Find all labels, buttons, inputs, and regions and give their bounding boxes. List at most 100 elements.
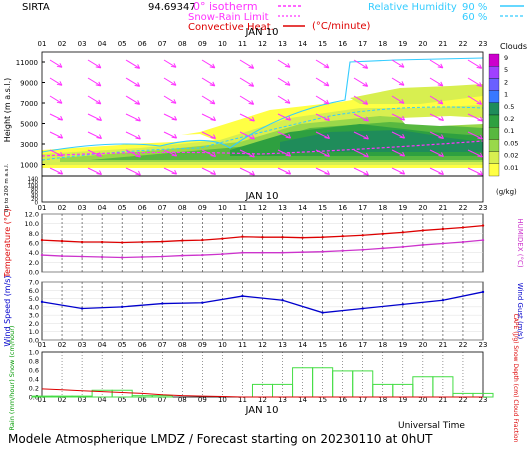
y-tick-label: 12.0 bbox=[25, 211, 39, 219]
wind-arrow bbox=[315, 59, 330, 69]
wind-arrow bbox=[125, 167, 141, 176]
hour-label: 17 bbox=[358, 204, 367, 212]
wind-arrow-head bbox=[398, 99, 405, 104]
wind-arrow bbox=[467, 95, 482, 105]
wind-arrow bbox=[163, 59, 177, 68]
wind-arrow bbox=[201, 95, 216, 105]
series-point bbox=[80, 240, 84, 244]
precip-bar bbox=[31, 395, 53, 398]
hour-label: 09 bbox=[198, 40, 207, 48]
wind-arrow-head bbox=[135, 170, 141, 176]
lowlevel-tick-label: 40 bbox=[31, 194, 38, 200]
series-point bbox=[401, 303, 405, 306]
wind-arrow bbox=[315, 131, 330, 139]
series-point bbox=[341, 235, 344, 238]
wind-arrow-head bbox=[170, 81, 177, 86]
wind-arrow-head bbox=[171, 169, 178, 175]
wind-arrow-head bbox=[56, 81, 63, 86]
cloud-blob-core bbox=[280, 130, 483, 152]
hour-axis: 01 02 03 04 05 06 07 08 09 10 11 12 13 14 15 16 17 18 19 20… bbox=[38, 40, 488, 416]
series-point bbox=[120, 305, 124, 309]
hour-label: 11 bbox=[238, 40, 247, 48]
hour-label: 10 bbox=[218, 396, 227, 404]
hour-label: 13 bbox=[278, 204, 287, 212]
hour-label: 06 bbox=[138, 204, 147, 212]
wind-arrow bbox=[239, 167, 255, 176]
wind-arrow-head bbox=[135, 134, 141, 140]
y-tick-label: 1.0 bbox=[29, 349, 39, 357]
series-point bbox=[341, 249, 344, 252]
wind-arrow bbox=[125, 131, 141, 140]
wind-arrow bbox=[49, 167, 63, 175]
wind-arrow-head bbox=[399, 169, 406, 175]
series-point bbox=[401, 245, 405, 249]
wind-arrow bbox=[429, 113, 444, 121]
hour-label: 13 bbox=[278, 396, 287, 404]
series-point bbox=[481, 224, 485, 227]
cloud-gap bbox=[400, 116, 483, 126]
series-point bbox=[221, 237, 224, 240]
colorbar-tick-label: 0.05 bbox=[504, 139, 518, 147]
hour-label: 03 bbox=[78, 204, 87, 212]
wind-arrow-head bbox=[210, 116, 216, 122]
wind-arrow bbox=[277, 167, 291, 175]
wind-arrow bbox=[201, 167, 216, 175]
wind-arrow-head bbox=[135, 116, 141, 122]
wind-arrow bbox=[277, 113, 291, 121]
temperature-panel: 12.010.0 8.0 6.04.0 2.0 0.0 Temperature (°C) H… bbox=[3, 208, 524, 278]
wind-arrow-head bbox=[134, 64, 141, 69]
legend-convective: Convective Heat. bbox=[188, 22, 274, 33]
series-point bbox=[40, 253, 44, 257]
wind-arrow-head bbox=[437, 99, 444, 105]
series-point bbox=[301, 236, 304, 239]
series-point bbox=[181, 254, 184, 257]
series-point bbox=[161, 302, 164, 305]
series-point bbox=[441, 227, 445, 231]
wind-arrow bbox=[239, 113, 255, 122]
hour-label: 13 bbox=[278, 341, 287, 349]
hour-label: 07 bbox=[158, 204, 167, 212]
hour-label: 20 bbox=[418, 396, 427, 404]
hour-label: 10 bbox=[218, 40, 227, 48]
hour-label: 15 bbox=[318, 396, 327, 404]
series-point bbox=[40, 300, 44, 304]
series-point bbox=[241, 235, 244, 238]
hour-label: 10 bbox=[218, 204, 227, 212]
legend-snow-rain: Snow-Rain Limit bbox=[188, 12, 269, 23]
wind-arrow-head bbox=[249, 152, 255, 158]
wind-arrow-head bbox=[57, 115, 64, 121]
hour-label: 07 bbox=[158, 341, 167, 349]
wind-arrow bbox=[429, 59, 444, 69]
wind-arrow-head bbox=[285, 133, 292, 139]
wind-arrow bbox=[163, 149, 177, 157]
y-tick-label: 0.8 bbox=[29, 358, 39, 366]
legend-rh: Relative Humidity bbox=[368, 2, 457, 13]
wind-arrow-head bbox=[323, 81, 330, 87]
series-point bbox=[301, 250, 304, 254]
wind-arrow bbox=[391, 149, 405, 157]
colorbar-tick-label: 1 bbox=[504, 91, 508, 99]
wind-arrow bbox=[125, 95, 140, 105]
hour-label: 09 bbox=[198, 396, 207, 404]
hour-label: 17 bbox=[358, 396, 367, 404]
wind-arrow-head bbox=[323, 99, 330, 105]
colorbar-tick-label: 0.1 bbox=[504, 127, 514, 135]
wind-arrow-head bbox=[476, 100, 483, 105]
colorbar-tick-label: 9 bbox=[504, 54, 508, 62]
hour-label: 15 bbox=[318, 40, 327, 48]
wind-arrow-head bbox=[363, 116, 369, 122]
series-point bbox=[441, 242, 445, 245]
precip-bar bbox=[71, 395, 93, 398]
colorbar-tick-label: 0.02 bbox=[504, 152, 518, 160]
hour-label: 16 bbox=[338, 341, 347, 349]
wind-arrow bbox=[391, 59, 405, 68]
wind-arrow bbox=[391, 131, 405, 139]
wind-arrow bbox=[353, 77, 368, 87]
y-tick-label: 7.0 bbox=[29, 279, 39, 287]
wind-arrow-head bbox=[438, 170, 444, 176]
wind-arrow-head bbox=[284, 99, 291, 104]
footer-title: Modele Atmospherique LMDZ / Forecast sta… bbox=[8, 432, 433, 446]
wind-arrow bbox=[163, 95, 177, 104]
hour-label: 06 bbox=[138, 40, 147, 48]
